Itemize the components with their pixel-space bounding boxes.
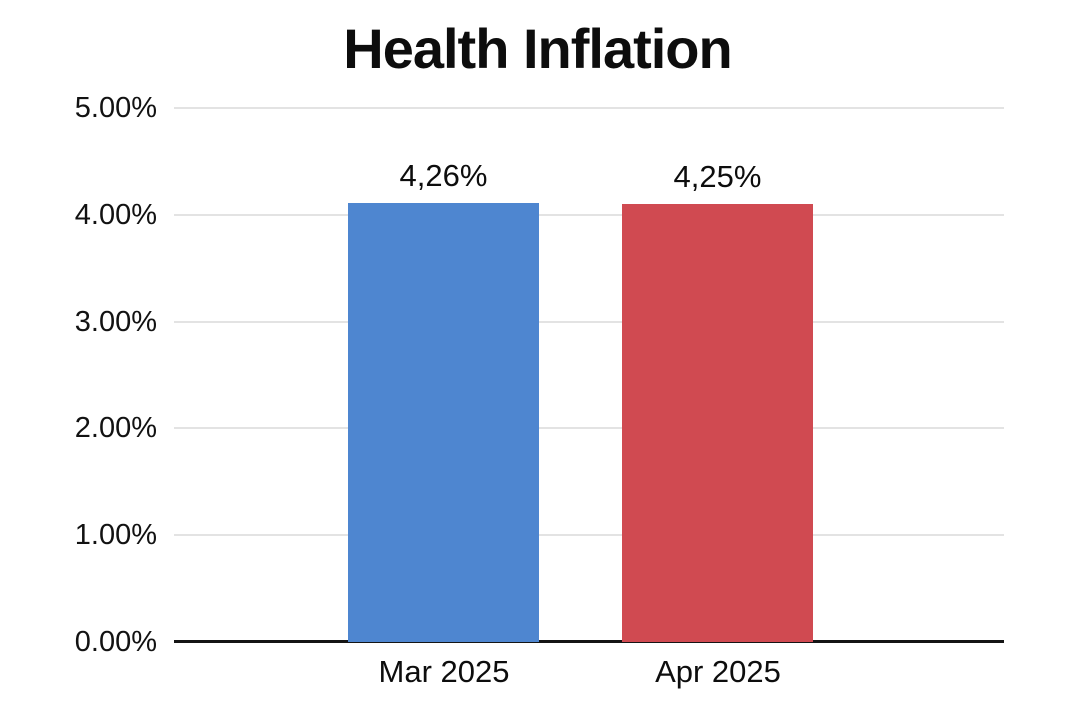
- gridline-1pct: [174, 534, 1004, 536]
- y-tick-label-1pct: 1.00%: [74, 519, 157, 551]
- gridline-4pct: [174, 214, 1004, 216]
- y-tick-label-0pct: 0.00%: [74, 626, 157, 658]
- gridline-5pct: [174, 107, 1004, 109]
- plot-area: [174, 107, 1004, 643]
- bar-value-label-mar-2025: 4,26%: [399, 158, 488, 193]
- y-tick-label-3pct: 3.00%: [74, 306, 157, 338]
- y-tick-label-4pct: 4.00%: [74, 199, 157, 231]
- x-axis-line: [174, 640, 1004, 643]
- x-tick-label-apr-2025: Apr 2025: [655, 654, 781, 689]
- bar-value-label-apr-2025: 4,25%: [673, 159, 762, 194]
- bar-apr-2025: [622, 204, 813, 642]
- gridline-2pct: [174, 427, 1004, 429]
- x-tick-label-mar-2025: Mar 2025: [378, 654, 510, 689]
- y-tick-label-5pct: 5.00%: [74, 92, 157, 124]
- chart-title: Health Inflation: [343, 17, 732, 80]
- gridline-3pct: [174, 321, 1004, 323]
- y-tick-label-2pct: 2.00%: [74, 412, 157, 444]
- bar-mar-2025: [348, 203, 539, 642]
